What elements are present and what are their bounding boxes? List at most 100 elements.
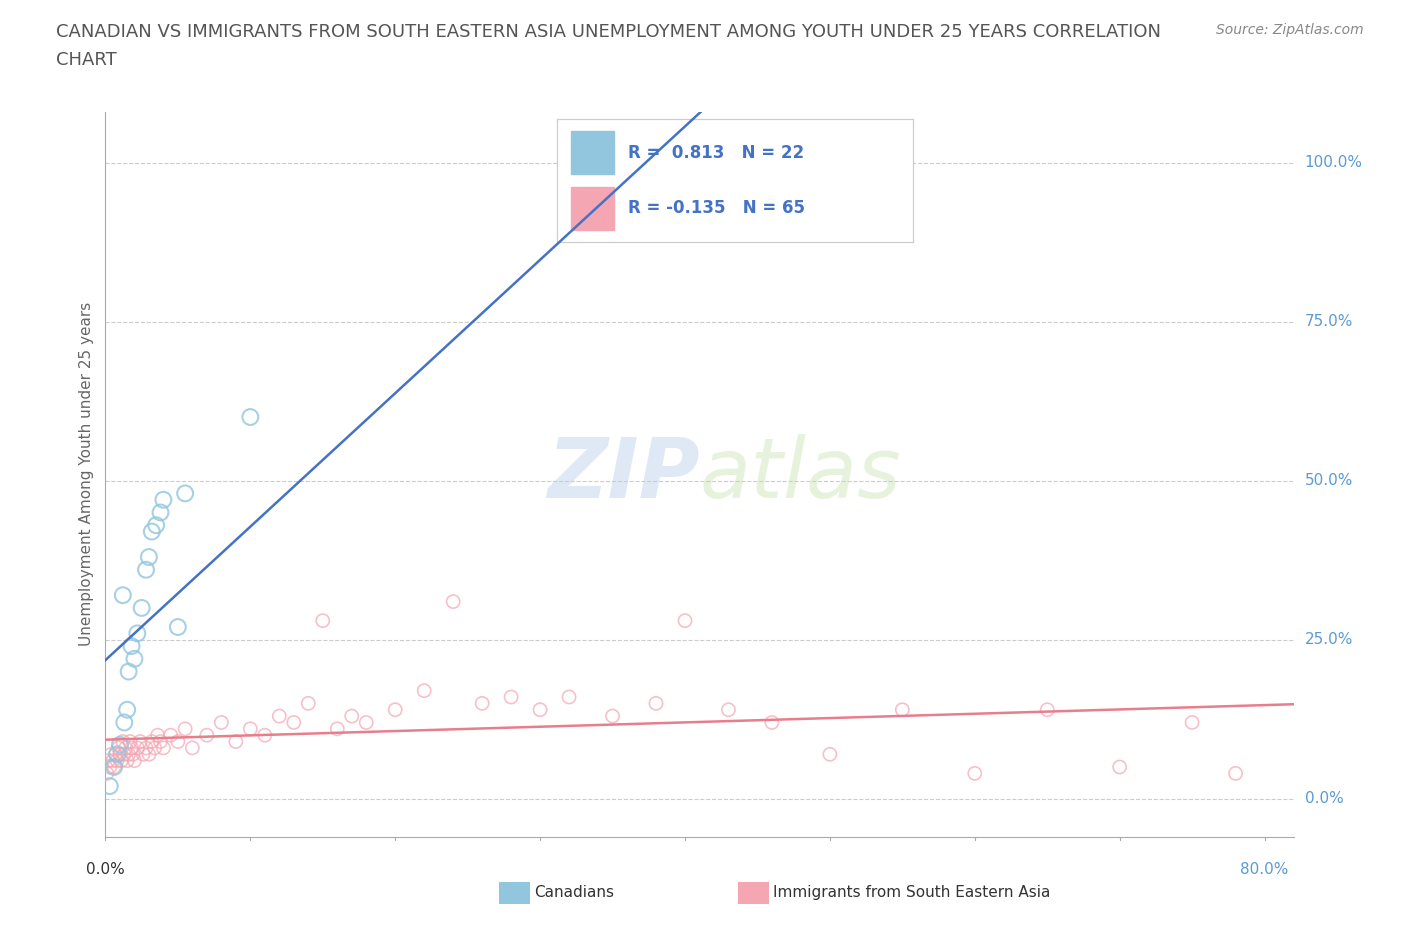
Point [108, 737, 131, 752]
Point [135, 563, 157, 578]
Point [174, 486, 197, 501]
Point [441, 594, 464, 609]
Point [239, 722, 262, 737]
Point [152, 740, 174, 755]
Point [107, 740, 129, 755]
Point [111, 588, 134, 603]
Point [891, 702, 914, 717]
Text: Canadians: Canadians [534, 885, 614, 900]
Text: 50.0%: 50.0% [1305, 473, 1353, 488]
Point [1181, 715, 1204, 730]
Point [135, 740, 157, 755]
Point [167, 619, 190, 634]
Point [115, 702, 138, 717]
Point [703, 155, 725, 170]
Point [1225, 766, 1247, 781]
Point [181, 740, 204, 755]
Text: Immigrants from South Eastern Asia: Immigrants from South Eastern Asia [773, 885, 1050, 900]
Text: 100.0%: 100.0% [1305, 155, 1362, 170]
Text: 75.0%: 75.0% [1305, 314, 1353, 329]
Point [117, 747, 139, 762]
Point [143, 740, 166, 755]
Point [110, 753, 132, 768]
Text: 0.0%: 0.0% [86, 862, 125, 877]
Point [100, 747, 122, 762]
Point [132, 747, 155, 762]
Point [1108, 760, 1130, 775]
Point [174, 722, 197, 737]
Point [112, 747, 135, 762]
Point [103, 760, 125, 775]
Point [121, 740, 143, 755]
Point [117, 664, 139, 679]
Y-axis label: Unemployment Among Youth under 25 years: Unemployment Among Youth under 25 years [79, 302, 94, 646]
Point [112, 715, 135, 730]
Text: 0.0%: 0.0% [1305, 791, 1343, 806]
Point [269, 709, 291, 724]
Point [340, 709, 363, 724]
Point [239, 409, 262, 424]
Point [98, 760, 121, 775]
Point [108, 747, 131, 762]
Point [115, 753, 138, 768]
Point [312, 613, 335, 628]
Point [209, 715, 232, 730]
Point [127, 626, 149, 641]
Text: Source: ZipAtlas.com: Source: ZipAtlas.com [1216, 23, 1364, 37]
Point [501, 689, 523, 704]
Point [141, 525, 163, 539]
Point [96, 766, 118, 781]
Point [297, 696, 319, 711]
Point [131, 601, 153, 616]
Point [114, 740, 136, 755]
Text: atlas: atlas [700, 433, 901, 515]
Text: ZIP: ZIP [547, 433, 700, 515]
Point [105, 753, 128, 768]
Point [167, 734, 190, 749]
Point [121, 639, 143, 654]
Point [120, 734, 142, 749]
Point [145, 518, 167, 533]
Point [149, 734, 172, 749]
Point [195, 728, 218, 743]
Point [141, 734, 163, 749]
Point [963, 766, 986, 781]
Point [104, 747, 127, 762]
Point [149, 505, 172, 520]
Point [529, 702, 551, 717]
Point [98, 778, 121, 793]
Point [673, 613, 696, 628]
Point [225, 734, 247, 749]
Text: CHART: CHART [56, 51, 117, 69]
Point [138, 550, 160, 565]
Point [101, 753, 124, 768]
Point [124, 753, 146, 768]
Point [111, 734, 134, 749]
Point [152, 492, 174, 507]
Point [283, 715, 305, 730]
Text: 80.0%: 80.0% [1240, 862, 1289, 877]
Point [558, 689, 581, 704]
Text: CANADIAN VS IMMIGRANTS FROM SOUTH EASTERN ASIA UNEMPLOYMENT AMONG YOUTH UNDER 25: CANADIAN VS IMMIGRANTS FROM SOUTH EASTER… [56, 23, 1161, 41]
Point [159, 728, 181, 743]
Point [253, 728, 276, 743]
Point [138, 747, 160, 762]
Point [413, 684, 436, 698]
Point [645, 696, 668, 711]
Point [354, 715, 377, 730]
Point [602, 709, 624, 724]
Point [122, 747, 145, 762]
Point [326, 722, 349, 737]
Point [146, 728, 169, 743]
Point [127, 740, 149, 755]
Point [761, 715, 783, 730]
Point [384, 702, 406, 717]
Point [103, 760, 125, 775]
Point [105, 747, 128, 762]
Text: 25.0%: 25.0% [1305, 632, 1353, 647]
Point [97, 753, 120, 768]
Point [1036, 702, 1059, 717]
Point [471, 696, 494, 711]
Point [124, 651, 146, 666]
Point [717, 702, 740, 717]
